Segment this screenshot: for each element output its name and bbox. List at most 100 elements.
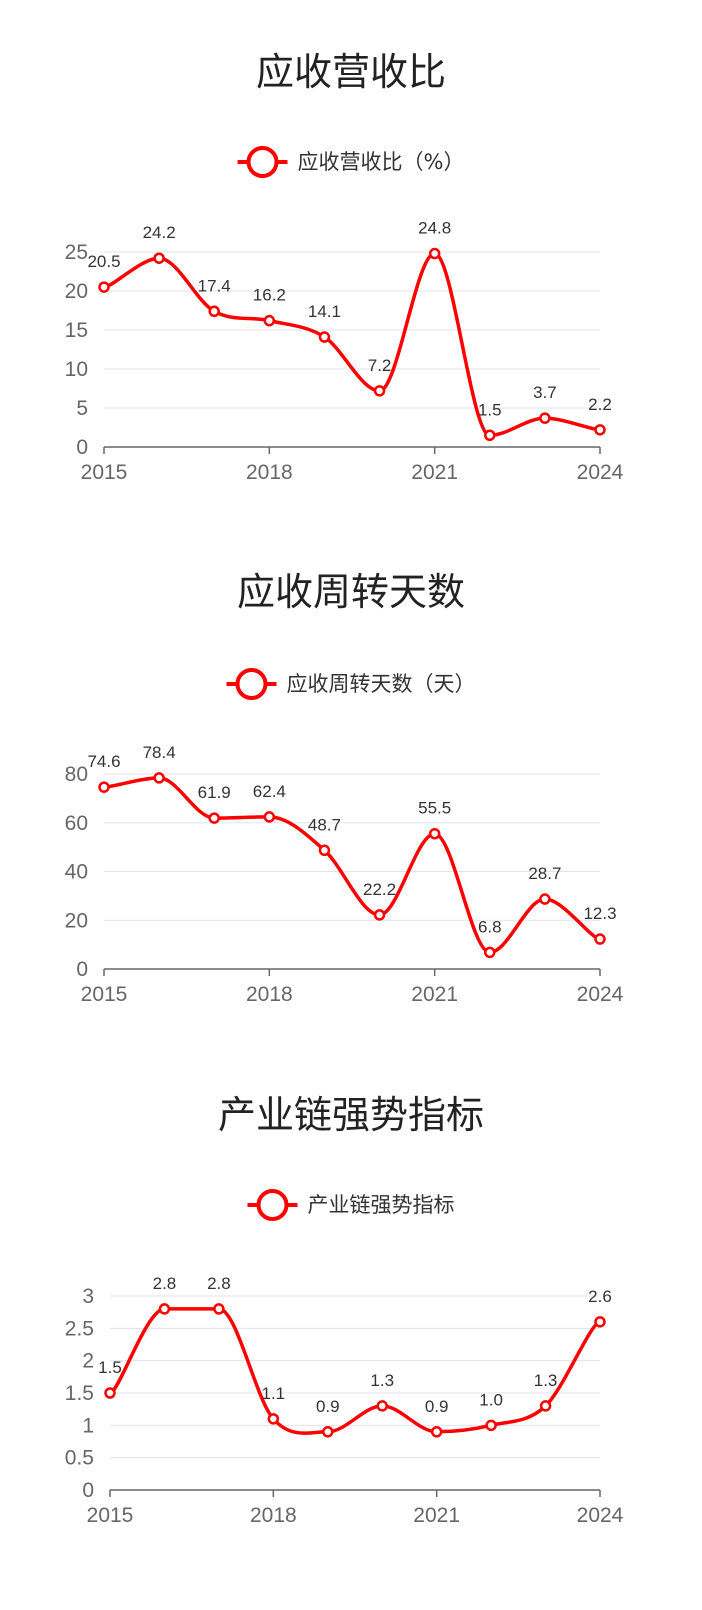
x-tick-label: 2015 (81, 461, 128, 484)
x-tick-label: 2024 (577, 461, 624, 484)
y-tick-label: 1 (82, 1414, 94, 1437)
data-label: 48.7 (308, 815, 341, 834)
legend-marker-icon (256, 1189, 289, 1221)
data-label: 2.8 (207, 1274, 231, 1293)
y-tick-label: 0 (76, 436, 88, 459)
data-point (539, 1400, 552, 1412)
series-line (103, 776, 601, 955)
data-point (594, 424, 606, 436)
data-label: 78.4 (143, 743, 176, 762)
data-point (376, 1400, 388, 1412)
data-point (98, 781, 110, 793)
data-label: 7.2 (368, 356, 392, 375)
data-label: 2.6 (588, 1287, 612, 1306)
x-tick-label: 2015 (87, 1504, 134, 1527)
data-point (539, 412, 551, 424)
y-tick-label: 3 (82, 1285, 94, 1308)
data-point (267, 1413, 280, 1425)
y-tick-label: 60 (65, 812, 88, 835)
data-label: 28.7 (528, 864, 561, 883)
x-tick-label: 2015 (81, 983, 128, 1006)
data-point (484, 946, 496, 959)
data-point (318, 844, 331, 857)
data-label: 1.1 (262, 1384, 286, 1403)
data-point (213, 1303, 225, 1315)
data-point (484, 429, 496, 442)
data-point (428, 247, 441, 260)
y-tick-label: 0 (76, 958, 88, 981)
data-label: 62.4 (253, 782, 286, 801)
x-tick-label: 2024 (577, 983, 624, 1006)
data-label: 24.8 (418, 219, 451, 238)
data-label: 0.9 (425, 1397, 449, 1416)
legend-marker-icon (235, 668, 268, 700)
data-label: 14.1 (308, 302, 341, 321)
y-tick-label: 15 (65, 319, 88, 342)
data-point (485, 1419, 497, 1432)
chart-title: 应收营收比 (256, 50, 446, 94)
legend-marker-icon (246, 146, 279, 178)
data-label: 2.8 (153, 1274, 177, 1293)
legend: 产业链强势指标 (247, 1189, 455, 1221)
legend-label: 应收营收比（%） (298, 150, 465, 174)
data-point (153, 772, 165, 784)
data-point (158, 1303, 171, 1315)
data-point (373, 385, 386, 397)
y-tick-label: 0.5 (65, 1447, 94, 1470)
x-tick-label: 2024 (577, 1504, 624, 1527)
data-label: 3.7 (533, 383, 557, 402)
data-label: 1.5 (478, 400, 502, 419)
data-point (430, 1426, 443, 1438)
data-label: 1.3 (534, 1371, 558, 1390)
y-tick-label: 10 (65, 358, 88, 381)
chart-title: 应收周转天数 (237, 570, 465, 614)
y-tick-label: 2.5 (65, 1317, 94, 1340)
data-point (373, 909, 386, 921)
data-label: 20.5 (87, 252, 120, 271)
x-tick-label: 2018 (246, 983, 293, 1006)
legend-label: 产业链强势指标 (308, 1193, 455, 1217)
data-label: 17.4 (198, 276, 231, 295)
data-point (594, 933, 606, 945)
y-tick-label: 0 (82, 1479, 94, 1502)
y-tick-label: 2 (82, 1350, 94, 1373)
legend: 应收营收比（%） (237, 146, 465, 178)
x-tick-label: 2021 (411, 983, 458, 1006)
chart-title: 产业链强势指标 (218, 1093, 484, 1137)
data-point (153, 252, 165, 264)
data-point (98, 281, 110, 293)
data-label: 6.8 (478, 917, 502, 936)
x-tick-label: 2021 (413, 1504, 460, 1527)
data-point (322, 1426, 334, 1438)
data-point (104, 1387, 116, 1399)
data-label: 22.2 (363, 880, 396, 899)
data-label: 2.2 (588, 395, 612, 414)
legend-label: 应收周转天数（天） (287, 672, 476, 696)
y-tick-label: 25 (65, 241, 88, 264)
data-label: 0.9 (316, 1397, 340, 1416)
data-point (318, 331, 331, 343)
data-point (594, 1316, 606, 1328)
y-tick-label: 20 (65, 280, 88, 303)
y-tick-label: 1.5 (65, 1382, 94, 1405)
data-label: 55.5 (418, 799, 451, 818)
data-label: 12.3 (583, 904, 616, 923)
data-point (428, 827, 441, 840)
x-tick-label: 2021 (411, 461, 458, 484)
data-point (539, 893, 551, 905)
y-tick-label: 80 (65, 763, 88, 786)
data-label: 74.6 (87, 752, 120, 771)
y-tick-label: 40 (65, 861, 88, 884)
data-label: 1.3 (370, 1371, 394, 1390)
data-label: 61.9 (198, 783, 231, 802)
y-tick-label: 20 (65, 909, 88, 932)
x-tick-label: 2018 (246, 461, 293, 484)
data-label: 24.2 (143, 223, 176, 242)
data-point (208, 812, 220, 824)
data-label: 1.0 (479, 1390, 503, 1409)
data-point (208, 305, 220, 318)
